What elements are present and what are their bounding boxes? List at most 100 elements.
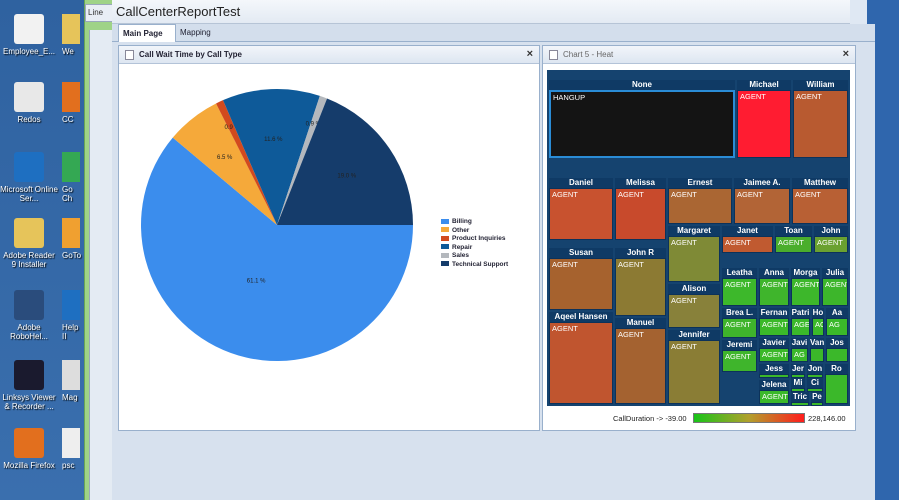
heat-cell[interactable]: AGENT [722,236,773,253]
pie-slice [216,100,277,225]
heat-group-label: Jeremi [722,340,757,350]
pie-data-label: 0.9 % [306,121,322,127]
desktop-icon[interactable]: Mozilla Firefox [0,428,58,470]
heat-cell[interactable]: AGE [791,318,810,336]
heat-cell[interactable]: AG [791,348,808,362]
desktop-icon[interactable]: Adobe RoboHel... [0,290,58,341]
heat-cell[interactable]: AGENT [722,350,757,372]
desktop-icon-label: Redos [17,115,41,124]
desktop-icon-label: Adobe Reader 9 Installer [3,251,55,269]
legend-item: Sales [441,252,469,259]
pie-data-label: 0.9 % [224,125,240,131]
pie-slice [222,89,320,226]
desktop-icon-label: Mozilla Firefox [3,461,55,470]
heat-cell[interactable] [825,374,848,404]
heat-cell[interactable]: AGENT [791,278,820,306]
heat-cell[interactable] [791,388,805,392]
heat-cell[interactable] [826,348,848,362]
heat-cell[interactable]: AG [812,318,824,336]
tab-main-page[interactable]: Main Page [118,24,176,42]
desktop-icon-partial[interactable]: Mag [62,360,84,402]
heat-cell[interactable]: AGENT [734,188,790,224]
desktop-icon-partial[interactable]: Help II [62,290,84,341]
desktop-icon[interactable]: Microsoft Online Ser... [0,152,58,203]
heat-cell[interactable]: AGENT [759,390,789,404]
heat-group-label: Margaret [668,226,720,236]
heat-cell[interactable]: AGENT [668,188,732,224]
heat-cell[interactable]: AGENT [737,90,791,158]
app-window: CallCenterReportTest Main Page Mapping C… [112,0,899,500]
heat-cell[interactable]: AG [826,318,848,336]
heat-cell[interactable]: AGENT [668,294,720,328]
app-icon [14,360,44,390]
desktop-icon-label: Help II [62,323,79,341]
desktop-icon-label: Adobe RoboHel... [10,323,48,341]
desktop-icon-label: GoTo [62,251,82,260]
heat-cell[interactable]: AGENT [759,374,789,378]
desktop-icon[interactable]: Employee_E... [0,14,58,56]
heat-cell[interactable]: AGENT [792,188,848,224]
heat-cell[interactable]: AGENT [759,278,789,306]
heat-group-label: Jaimee A. [734,178,790,188]
heat-group-label: William [793,80,848,90]
heat-cell[interactable]: AGENT [668,236,720,282]
heat-cell[interactable]: AGENT [615,258,666,316]
heat-cell[interactable]: AGENT [615,188,666,240]
heat-legend-max: 228,146.00 [808,414,846,423]
heat-group-label: Jess [759,364,789,374]
desktop-icon[interactable]: Linksys Viewer & Recorder ... [0,360,58,411]
heat-map: None HANGUP Michael AGENT William AGENT Daniel… [547,70,850,406]
desktop-icon-partial[interactable]: psc [62,428,84,470]
desktop-icon-partial[interactable]: We [62,14,84,56]
heat-group-label: Van [810,338,824,348]
desktop-icon-partial[interactable]: GoTo [62,218,84,260]
heat-cell[interactable]: AGENT [668,340,720,404]
desktop-icon[interactable]: Adobe Reader 9 Installer [0,218,58,269]
heat-cell[interactable]: AGENT [793,90,848,158]
close-icon[interactable]: × [526,48,533,60]
heat-cell[interactable] [807,374,823,378]
desktop-icon-partial[interactable]: Go Ch [62,152,84,203]
heat-cell[interactable]: AGENT [822,278,848,306]
heat-cell[interactable] [791,374,805,378]
heat-cell[interactable] [811,402,823,406]
desktop-icon-label: CC [62,115,74,124]
heat-group-label: Javi [791,338,808,348]
heat-cell[interactable]: AGENT [759,318,789,336]
heat-cell[interactable]: AGENT [549,188,613,240]
page-icon [125,50,134,60]
desktop-icon-partial[interactable]: CC [62,82,84,124]
close-icon[interactable]: × [842,48,849,60]
heat-group-label: Jer [791,364,805,374]
heat-cell[interactable]: AGENT [722,318,757,338]
legend-item: Other [441,227,469,234]
heat-cell[interactable]: AGENT [775,236,812,253]
heat-cell[interactable]: AGENT [549,258,613,310]
tab-mapping[interactable]: Mapping [180,28,211,37]
heat-group-label: Leatha [722,268,757,278]
heat-cell[interactable] [807,388,823,392]
heat-map-panel: Chart 5 - Heat × None HANGUP Michael AGENT W… [542,45,856,431]
pie-slice [141,137,413,362]
heat-cell[interactable] [810,348,824,362]
legend-label: Technical Support [452,260,509,268]
heat-cell[interactable]: AGENT [814,236,848,253]
tab-bar: Main Page Mapping [112,24,875,42]
heat-cell[interactable]: AGENT [759,348,789,362]
heat-cell[interactable]: AGENT [722,278,757,306]
heat-cell[interactable]: HANGUP [549,90,735,158]
app-icon [62,290,80,320]
desktop-icon[interactable]: Redos [0,82,58,124]
heat-group-label: Matthew [792,178,848,188]
heat-cell[interactable]: AGENT [549,322,613,404]
heat-group-label: Ci [807,378,823,388]
legend-item: Billing [441,218,472,225]
app-icon [62,360,80,390]
heat-group-label: Jon [807,364,823,374]
heat-cell[interactable]: AGENT [615,328,666,404]
pie-panel-title: Call Wait Time by Call Type [139,50,242,59]
heat-group-label: Michael [737,80,791,90]
background-window-body [89,30,113,500]
background-tab[interactable]: Line [85,4,113,22]
heat-cell[interactable] [791,402,809,406]
